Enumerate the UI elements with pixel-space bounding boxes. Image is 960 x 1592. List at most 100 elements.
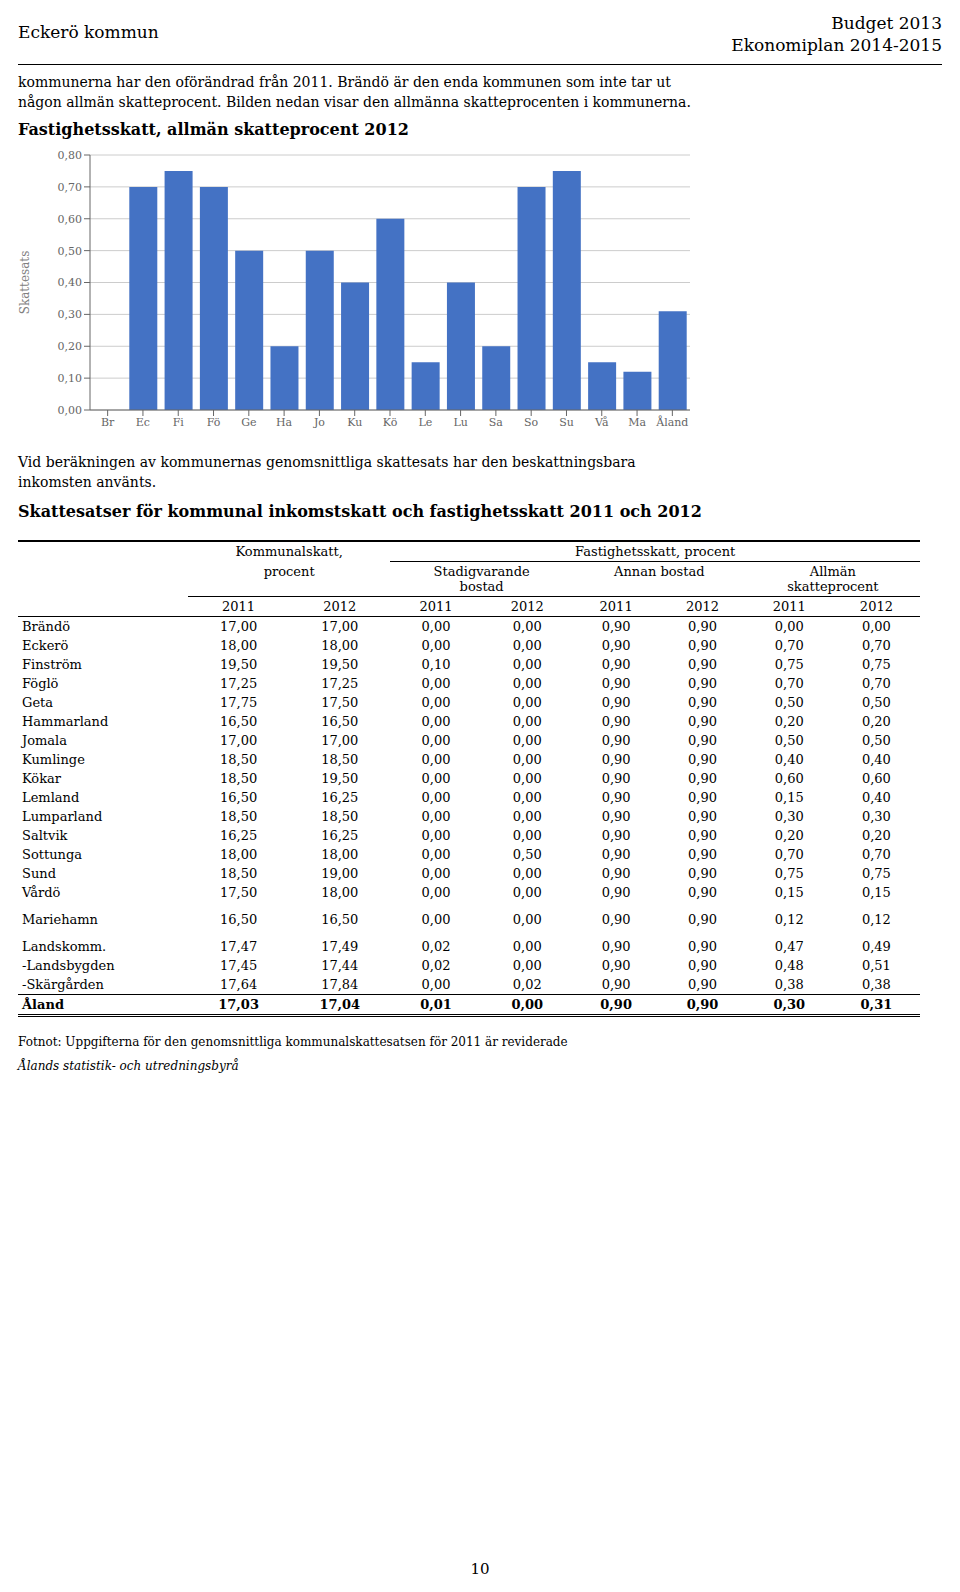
html-text:0,70: 0,70 bbox=[774, 676, 804, 691]
html-text:18,00: 18,00 bbox=[220, 638, 258, 653]
html-text:Kommunalskatt,: Kommunalskatt, bbox=[235, 544, 343, 560]
html-text:0,00: 0,00 bbox=[421, 676, 451, 691]
html-text:0,00: 0,00 bbox=[861, 619, 891, 634]
html-text:2012: 2012 bbox=[859, 599, 893, 614]
html-text:2012: 2012 bbox=[686, 599, 719, 614]
html-text:Ekonomiplan 2014-2015: Ekonomiplan 2014-2015 bbox=[731, 35, 942, 55]
html-text:0,75: 0,75 bbox=[774, 657, 804, 672]
svg-text:Le: Le bbox=[418, 416, 432, 429]
html-text:19,50: 19,50 bbox=[321, 657, 359, 672]
html-text:2012: 2012 bbox=[323, 599, 357, 614]
svg-text:Br: Br bbox=[101, 416, 115, 429]
html-text:17,00: 17,00 bbox=[220, 619, 258, 634]
html-text:17,25: 17,25 bbox=[220, 676, 258, 691]
html-text:0,00: 0,00 bbox=[512, 638, 542, 653]
html-text:skatteprocent: skatteprocent bbox=[787, 579, 879, 594]
html-text:Geta: Geta bbox=[22, 695, 54, 710]
html-text:Vid beräkningen av kommunernas: Vid beräkningen av kommunernas genomsnit… bbox=[18, 454, 636, 470]
html-text:0,90: 0,90 bbox=[601, 638, 631, 653]
html-text:Hammarland: Hammarland bbox=[22, 714, 109, 729]
html-text:0,90: 0,90 bbox=[601, 657, 631, 672]
html-text:procent: procent bbox=[263, 563, 315, 579]
html-text:19,50: 19,50 bbox=[220, 657, 258, 672]
svg-text:Vå: Vå bbox=[594, 416, 609, 429]
html-text:0,50: 0,50 bbox=[774, 695, 804, 710]
html-text:0,90: 0,90 bbox=[601, 676, 631, 691]
html-text:Brändö: Brändö bbox=[22, 619, 70, 634]
html-text:inkomsten använts.: inkomsten använts. bbox=[18, 474, 157, 490]
html-text:17,50: 17,50 bbox=[321, 695, 359, 710]
svg-text:0,10: 0,10 bbox=[58, 372, 83, 385]
svg-text:Fi: Fi bbox=[173, 416, 185, 429]
html-text:Eckerö kommun: Eckerö kommun bbox=[18, 22, 159, 42]
html-text:0,00: 0,00 bbox=[421, 638, 451, 653]
svg-text:0,60: 0,60 bbox=[58, 213, 83, 226]
svg-text:Lu: Lu bbox=[453, 416, 467, 429]
svg-text:0,70: 0,70 bbox=[58, 181, 83, 194]
html-text:0,00: 0,00 bbox=[421, 695, 451, 710]
html-text:bostad: bostad bbox=[459, 579, 504, 594]
html-text:Fastighetsskatt, allmän skatte: Fastighetsskatt, allmän skatteprocent 20… bbox=[18, 120, 409, 139]
html-text:0,75: 0,75 bbox=[861, 657, 891, 672]
html-text:0,90: 0,90 bbox=[688, 676, 717, 691]
svg-text:Ec: Ec bbox=[136, 416, 150, 429]
html-text:0,90: 0,90 bbox=[688, 657, 717, 672]
html-text:2011: 2011 bbox=[222, 599, 256, 614]
svg-text:Su: Su bbox=[559, 416, 574, 429]
html-text:0,50: 0,50 bbox=[861, 695, 891, 710]
html-text:10: 10 bbox=[470, 1560, 490, 1578]
svg-text:Skattesats: Skattesats bbox=[18, 251, 32, 315]
svg-text:Åland: Åland bbox=[655, 415, 688, 429]
svg-text:Ma: Ma bbox=[628, 416, 646, 429]
html-text:Eckerö: Eckerö bbox=[22, 638, 69, 653]
html-text:0,90: 0,90 bbox=[688, 638, 717, 653]
html-text:Finström: Finström bbox=[22, 657, 82, 672]
html-text:0,70: 0,70 bbox=[861, 676, 891, 691]
html-text:Budget 2013: Budget 2013 bbox=[831, 13, 942, 33]
html-text:0,00: 0,00 bbox=[512, 657, 542, 672]
html-text:0,70: 0,70 bbox=[774, 638, 804, 653]
html-text:18,00: 18,00 bbox=[321, 638, 359, 653]
html-text:någon allmän skatteprocent. Bi: någon allmän skatteprocent. Bilden nedan… bbox=[18, 94, 691, 110]
html-text:Allmän: Allmän bbox=[809, 564, 856, 579]
html-text:2011: 2011 bbox=[419, 599, 453, 614]
svg-text:Ha: Ha bbox=[276, 416, 293, 429]
svg-text:Jo: Jo bbox=[313, 416, 325, 429]
html-text:17,75: 17,75 bbox=[220, 695, 258, 710]
html-text:Annan bostad: Annan bostad bbox=[614, 564, 705, 579]
svg-text:0,20: 0,20 bbox=[58, 340, 83, 353]
html-text:0,00: 0,00 bbox=[421, 619, 451, 634]
html-text:0,70: 0,70 bbox=[861, 638, 891, 653]
html-text:0,00: 0,00 bbox=[512, 695, 542, 710]
svg-text:Ge: Ge bbox=[241, 416, 256, 429]
html-text:0,90: 0,90 bbox=[688, 695, 717, 710]
html-text:Stadigvarande: Stadigvarande bbox=[433, 564, 530, 579]
svg-text:Sa: Sa bbox=[489, 416, 504, 429]
html-text:0,90: 0,90 bbox=[601, 619, 631, 634]
svg-text:0,50: 0,50 bbox=[58, 245, 83, 258]
html-text:0,90: 0,90 bbox=[601, 695, 631, 710]
svg-text:Kö: Kö bbox=[383, 416, 398, 429]
html-text:2012: 2012 bbox=[510, 599, 544, 614]
html-text:Fastighetsskatt, procent: Fastighetsskatt, procent bbox=[575, 544, 736, 559]
html-text:0,00: 0,00 bbox=[512, 676, 542, 691]
html-text:2011: 2011 bbox=[772, 599, 806, 614]
html-text:Föglö: Föglö bbox=[22, 676, 59, 691]
html-text:0,00: 0,00 bbox=[512, 619, 542, 634]
html-text:17,00: 17,00 bbox=[321, 619, 359, 634]
html-text:0,10: 0,10 bbox=[421, 657, 451, 672]
svg-text:Ku: Ku bbox=[347, 416, 362, 429]
html-text:2011: 2011 bbox=[599, 599, 633, 614]
html-text:Skattesatser för kommunal inko: Skattesatser för kommunal inkomstskatt o… bbox=[18, 502, 702, 521]
svg-text:0,30: 0,30 bbox=[58, 308, 83, 321]
html-text:16,50: 16,50 bbox=[220, 714, 258, 729]
html-text:0,00: 0,00 bbox=[774, 619, 804, 634]
svg-text:0,80: 0,80 bbox=[58, 149, 83, 162]
svg-text:0,00: 0,00 bbox=[58, 404, 83, 417]
svg-text:0,40: 0,40 bbox=[58, 276, 83, 289]
svg-text:So: So bbox=[524, 416, 539, 429]
html-text:17,25: 17,25 bbox=[321, 676, 359, 691]
svg-text:Fö: Fö bbox=[207, 416, 221, 429]
html-text:kommunerna har den oförändrad: kommunerna har den oförändrad från 2011.… bbox=[18, 74, 671, 90]
html-text:0,90: 0,90 bbox=[688, 619, 717, 634]
